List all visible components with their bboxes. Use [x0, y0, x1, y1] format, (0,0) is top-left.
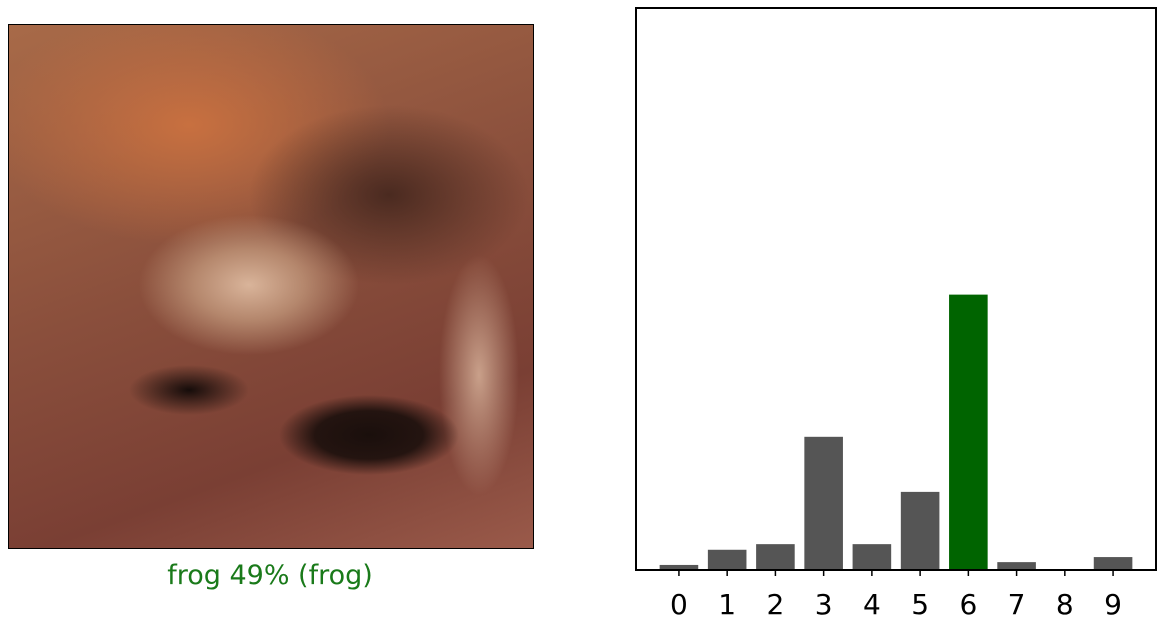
x-tick-label: 3: [815, 588, 833, 621]
bar: [1093, 557, 1133, 570]
bar: [707, 549, 747, 570]
bar: [756, 544, 795, 570]
bar: [997, 562, 1036, 570]
image-caption: frog 49% (frog): [167, 560, 373, 591]
x-tick-label: 0: [670, 588, 688, 621]
x-tick-label: 4: [863, 588, 881, 621]
bar: [852, 544, 892, 570]
x-tick-label: 1: [718, 588, 736, 621]
x-tick-label: 9: [1104, 588, 1122, 621]
bar: [900, 491, 940, 570]
bar: [949, 294, 988, 570]
x-tick-label: 5: [911, 588, 929, 621]
x-tick-label: 8: [1056, 588, 1074, 621]
input-image: [8, 24, 534, 549]
plot-frame: [635, 7, 1157, 571]
x-tick-label: 7: [1008, 588, 1026, 621]
bar: [659, 564, 699, 570]
bar: [804, 436, 843, 570]
x-tick-label: 6: [959, 588, 977, 621]
x-tick-label: 2: [766, 588, 784, 621]
